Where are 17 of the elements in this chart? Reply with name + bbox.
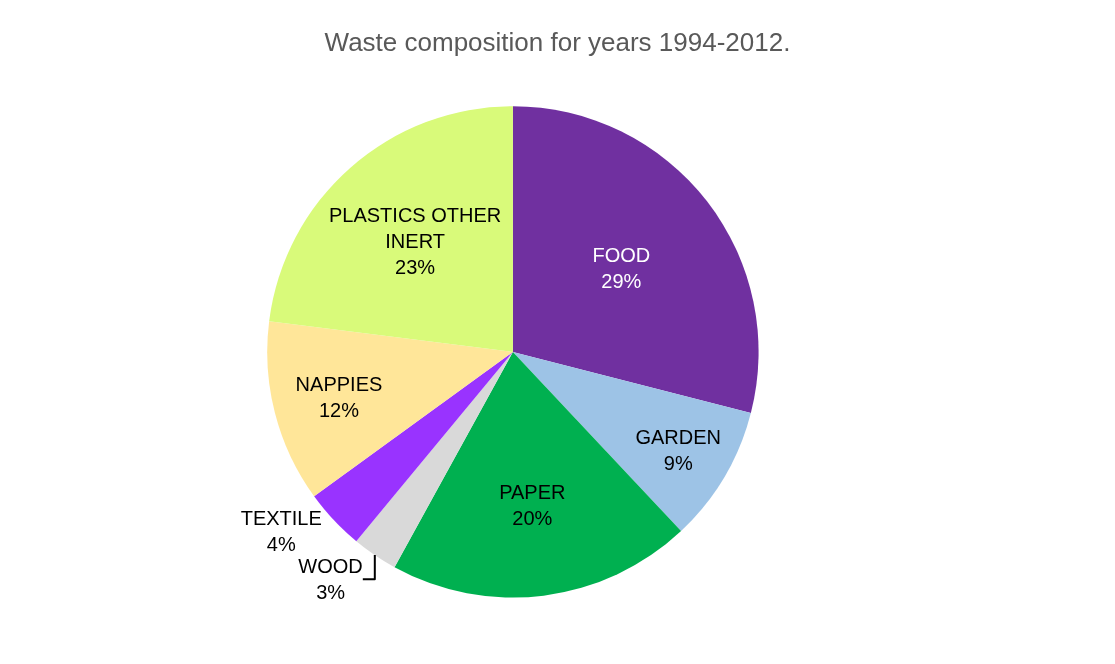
slice-label: NAPPIES xyxy=(295,372,383,395)
pie-slice xyxy=(269,106,513,352)
data-label: 29% xyxy=(601,269,642,292)
slice-label: FOOD xyxy=(592,243,651,266)
slice-label: PAPER xyxy=(499,481,566,504)
data-label: 12% xyxy=(318,398,360,421)
data-label: 23% xyxy=(395,255,436,278)
pie-slice xyxy=(512,106,759,414)
slice-label: WOOD xyxy=(298,555,363,578)
data-label: 9% xyxy=(663,451,693,474)
data-label: 20% xyxy=(512,507,553,530)
chart-title: Waste composition for years 1994-2012. xyxy=(324,27,791,58)
data-label: 3% xyxy=(316,581,346,604)
slice-label: GARDEN xyxy=(635,425,722,448)
slice-label: PLASTICS OTHER INERT xyxy=(328,203,502,252)
slice-label: TEXTILE xyxy=(240,507,322,530)
data-label: 4% xyxy=(266,533,296,556)
